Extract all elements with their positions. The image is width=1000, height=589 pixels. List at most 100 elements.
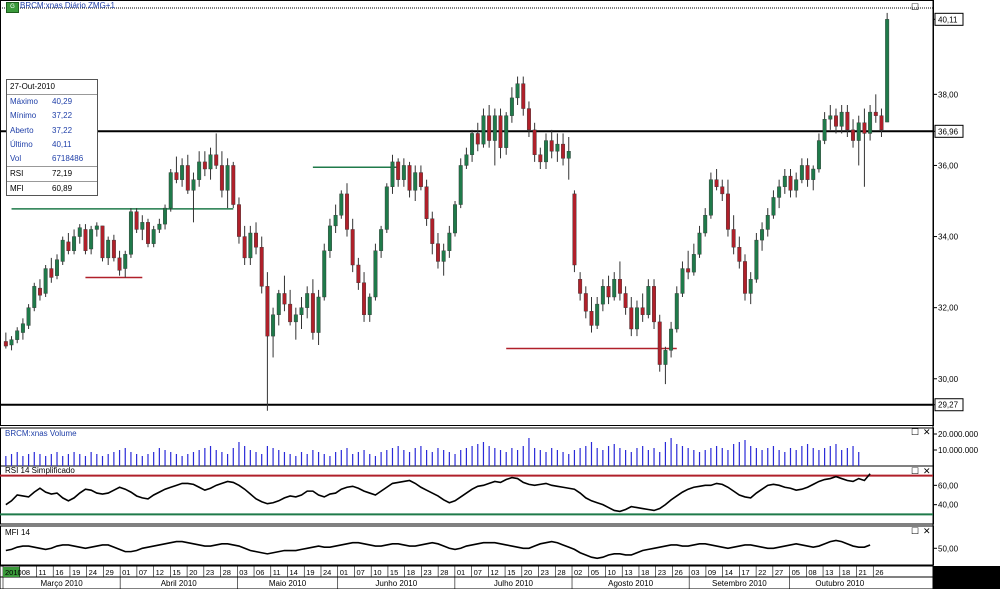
day-tick-label: 14 — [725, 568, 733, 577]
candle-body — [288, 303, 293, 323]
volume-bar — [329, 456, 331, 466]
volume-bar — [579, 448, 581, 466]
day-tick-label: 24 — [89, 568, 97, 577]
volume-bar — [266, 446, 268, 466]
candle-body — [623, 293, 628, 308]
volume-bar — [323, 454, 325, 466]
day-tick-label: 06 — [256, 568, 264, 577]
rsi-panel-close-icon[interactable]: ✕ — [923, 466, 931, 476]
volume-bar — [460, 450, 462, 466]
price-panel-maximize-icon[interactable]: ☐ — [911, 2, 920, 12]
day-tick-label: 18 — [842, 568, 850, 577]
candle-body — [873, 111, 878, 116]
volume-bar — [335, 452, 337, 466]
candle-body — [578, 279, 583, 294]
volume-bar — [141, 456, 143, 466]
volume-bar — [130, 452, 132, 466]
day-tick-label: 07 — [356, 568, 364, 577]
candle-body — [413, 172, 418, 191]
volume-bar — [10, 454, 13, 466]
price-panel-border — [0, 0, 934, 426]
volume-bar — [465, 448, 468, 466]
day-tick-label: 21 — [859, 568, 867, 577]
data-window-row: Último 40,11 — [7, 138, 97, 152]
volume-bar — [73, 452, 75, 466]
day-tick-label: 28 — [440, 568, 448, 577]
volume-panel-title: BRCM:xnas Volume — [5, 429, 77, 438]
day-tick-label: 28 — [557, 568, 565, 577]
candle-body — [816, 140, 821, 170]
volume-bar — [778, 450, 780, 466]
day-tick-label: 07 — [139, 568, 147, 577]
volume-bar — [744, 440, 746, 466]
day-tick-label: 24 — [323, 568, 331, 577]
candle-body — [657, 321, 662, 365]
volume-bar — [431, 452, 433, 466]
day-tick-label: 26 — [875, 568, 883, 577]
volume-bar — [153, 452, 155, 466]
candle-body — [293, 314, 298, 323]
month-label: Maio 2010 — [269, 579, 307, 588]
day-tick-label: 07 — [474, 568, 482, 577]
data-window-row: RSI 72,19 — [7, 167, 97, 183]
day-tick-label: 09 — [708, 568, 716, 577]
volume-bar — [568, 454, 570, 466]
volume-bar — [221, 452, 223, 466]
candle-body — [83, 229, 88, 251]
candle-body — [652, 286, 656, 323]
price-tick-label: 40,11 — [938, 15, 958, 24]
candle-body — [32, 286, 37, 308]
candle-body — [140, 222, 145, 230]
volume-bar — [79, 454, 81, 466]
volume-bar — [374, 456, 377, 466]
data-window-row: Mínimo 37,22 — [7, 109, 97, 123]
candle-body — [185, 165, 190, 191]
day-tick-label: 23 — [206, 568, 214, 577]
candle-body — [822, 119, 827, 141]
rsi-panel-maximize-icon[interactable]: ☐ — [911, 466, 920, 476]
volume-bar — [22, 456, 24, 466]
volume-bar — [653, 448, 655, 466]
volume-bar — [710, 448, 712, 466]
row-value: 40,11 — [52, 139, 72, 149]
price-tick-box — [934, 12, 964, 26]
candle-body — [231, 165, 236, 205]
candle-body — [885, 19, 890, 123]
candle-body — [521, 83, 526, 109]
volume-panel-maximize-icon[interactable]: ☐ — [911, 427, 920, 437]
mfi-panel-close-icon[interactable]: ✕ — [923, 526, 931, 536]
candle-body — [760, 229, 765, 241]
candle-body — [583, 293, 588, 312]
volume-bar — [317, 452, 320, 466]
data-window-row: Máximo 40,29 — [7, 95, 97, 109]
volume-bar — [16, 452, 18, 466]
candle-body — [356, 264, 361, 283]
price-axis: 40,11 38,00 36,96 36,00 34,00 32,00 30,00 29,27 — [933, 12, 964, 412]
day-tick-label: 27 — [775, 568, 783, 577]
day-tick-label: 10 — [607, 568, 615, 577]
volume-tick-label: 10.000.000 — [938, 446, 979, 455]
volume-bar — [67, 454, 69, 466]
candle-body — [845, 111, 850, 131]
volume-bar — [278, 450, 280, 466]
candle-body — [504, 115, 509, 148]
candle-body — [396, 161, 401, 180]
volume-bar — [226, 454, 229, 466]
candle-body — [424, 186, 429, 219]
volume-bar — [562, 452, 564, 466]
time-axis: 2010 08 11 16 19 24 29 01 07 12 15 20 23 28 03 06 11 14 19… — [0, 565, 1000, 589]
candle-body — [117, 257, 122, 271]
volume-panel-close-icon[interactable]: ✕ — [923, 427, 931, 437]
candle-body — [401, 165, 406, 180]
chart-icon[interactable]: G — [6, 2, 19, 13]
candle-body — [345, 193, 349, 230]
volume-bar — [556, 450, 558, 466]
candle-body — [9, 339, 14, 346]
candle-body — [379, 229, 384, 251]
candle-body — [362, 282, 367, 315]
candle-body — [544, 140, 548, 163]
mfi-panel-maximize-icon[interactable]: ☐ — [911, 526, 920, 536]
candle-body — [430, 218, 435, 244]
candle-body — [600, 286, 605, 305]
volume-bar — [454, 454, 456, 466]
